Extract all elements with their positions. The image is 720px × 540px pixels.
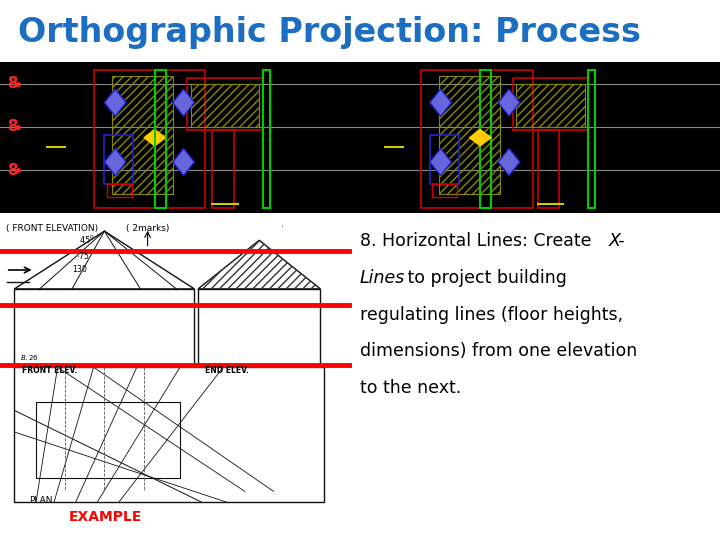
Bar (104, 135, 133, 184)
Bar (187, 78, 263, 130)
Text: FRONT ELEV.: FRONT ELEV. (22, 366, 77, 375)
Text: PLAN: PLAN (29, 496, 53, 505)
Text: END ELEV.: END ELEV. (205, 366, 249, 375)
Text: $130$: $130$ (72, 262, 88, 274)
Bar (513, 78, 588, 130)
Text: ( 2marks): ( 2marks) (126, 224, 169, 233)
Polygon shape (498, 148, 520, 176)
Text: 8: 8 (7, 163, 18, 178)
Text: to project building: to project building (402, 269, 567, 287)
Polygon shape (430, 148, 451, 176)
Text: Orthographic Projection: Process: Orthographic Projection: Process (18, 16, 641, 49)
Bar (263, 70, 270, 208)
Bar (432, 184, 457, 197)
Text: Lines: Lines (360, 269, 405, 287)
Text: 8: 8 (7, 119, 18, 134)
Bar (0, 62, 720, 213)
Bar (198, 289, 320, 365)
Bar (155, 70, 166, 208)
Text: 8: 8 (7, 76, 18, 91)
Bar (480, 70, 491, 208)
Text: $45^0$: $45^0$ (79, 234, 95, 246)
Text: to the next.: to the next. (360, 379, 462, 397)
Bar (112, 76, 173, 194)
Polygon shape (430, 89, 451, 116)
Polygon shape (104, 89, 126, 116)
Text: $^{\mathbf{'}}$: $^{\mathbf{'}}$ (281, 224, 284, 234)
Polygon shape (144, 130, 166, 146)
Text: $\cdot75$: $\cdot75$ (76, 250, 89, 261)
Text: $B.26$: $B.26$ (20, 353, 39, 362)
Bar (439, 76, 500, 194)
Bar (538, 130, 559, 208)
Text: EXAMPLE: EXAMPLE (68, 510, 142, 524)
Bar (421, 70, 533, 208)
Polygon shape (104, 148, 126, 176)
Bar (212, 130, 234, 208)
Bar (14, 367, 324, 502)
Bar (107, 184, 132, 197)
Text: 8. Horizontal Lines: Create: 8. Horizontal Lines: Create (360, 232, 600, 250)
Polygon shape (498, 89, 520, 116)
Bar (36, 402, 180, 478)
Polygon shape (469, 130, 491, 146)
Bar (0, 219, 349, 540)
Polygon shape (173, 148, 194, 176)
Bar (516, 84, 585, 127)
Text: dimensions) from one elevation: dimensions) from one elevation (360, 342, 637, 360)
Bar (94, 70, 205, 208)
Text: regulating lines (floor heights,: regulating lines (floor heights, (360, 306, 623, 323)
Polygon shape (173, 89, 194, 116)
Bar (588, 70, 595, 208)
Bar (191, 84, 259, 127)
Text: ( FRONT ELEVATION): ( FRONT ELEVATION) (6, 224, 98, 233)
Text: X-: X- (608, 232, 625, 250)
Bar (430, 135, 459, 184)
Bar (14, 289, 194, 365)
